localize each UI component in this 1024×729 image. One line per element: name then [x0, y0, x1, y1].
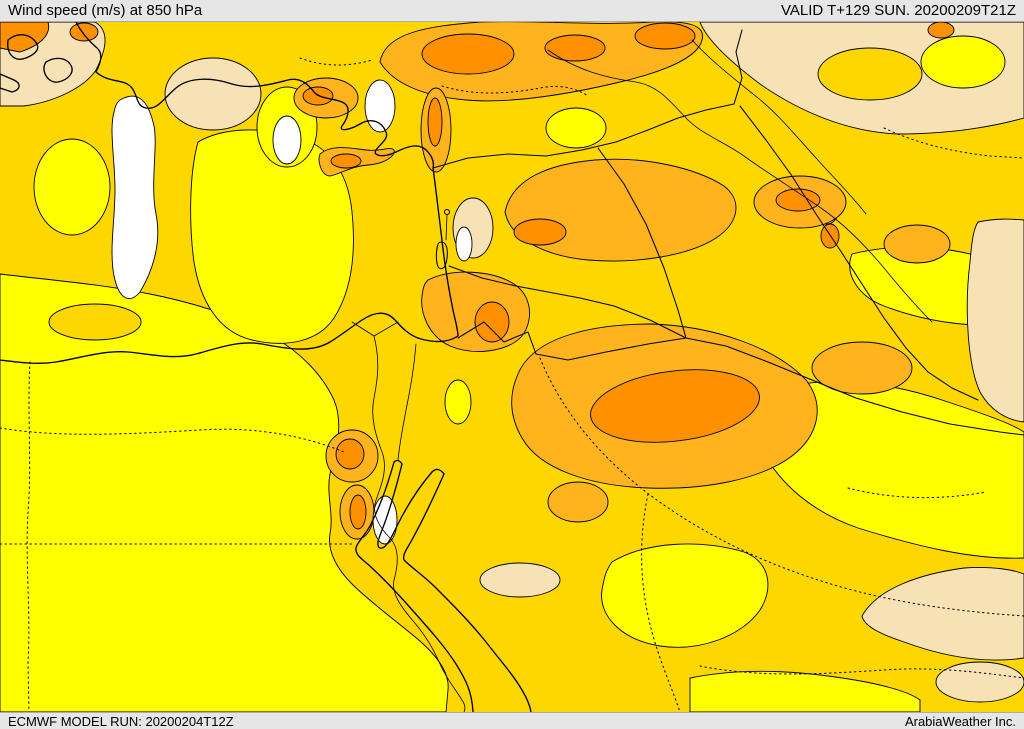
borders-layer: [432, 29, 1024, 436]
border-jordan-syria: [448, 265, 687, 339]
coastline-layer: [0, 22, 532, 712]
contour-fill: [427, 97, 443, 147]
contour-fill: [920, 35, 1006, 89]
border-iraq-saudi: [685, 337, 1024, 436]
red-sea-east-coast: [402, 473, 532, 712]
contour-fill: [474, 301, 510, 343]
border-dotted: [847, 487, 987, 499]
map-title: Wind speed (m/s) at 850 hPa: [8, 2, 203, 19]
contour-fill-saudi-core: [590, 369, 760, 443]
map-area: [0, 22, 1024, 712]
contour-fill: [935, 661, 1024, 703]
contour-fill: [0, 22, 50, 53]
sea-of-galilee: [443, 208, 451, 216]
contour-fill: [545, 107, 607, 149]
contour-fill: [421, 33, 515, 75]
gold-detail-layer: [48, 303, 142, 341]
rivers-layer: [351, 39, 933, 712]
aegean-island: [0, 73, 20, 93]
contour-fill-lebanon-min: [455, 226, 473, 262]
border-dotted: [641, 493, 681, 712]
contour-fill-cyprus-core: [330, 153, 362, 169]
border-dotted: [0, 427, 345, 453]
border-egypt-libya: [26, 361, 31, 712]
contour-fill: [634, 22, 696, 50]
border-turkey-east: [733, 29, 743, 105]
sinai-coast: [377, 463, 433, 549]
footer-bar: ECMWF MODEL RUN: 20200204T12Z ArabiaWeat…: [0, 712, 1024, 729]
valid-time-label: VALID T+129 SUN. 20200209T21Z: [780, 2, 1016, 19]
contour-fill: [927, 22, 955, 39]
contour-fill: [479, 562, 561, 598]
euphrates-river: [547, 49, 933, 323]
gulf-head: [431, 468, 445, 475]
border-dotted: [699, 665, 1024, 679]
contour-fill-anatolia-min: [111, 95, 159, 299]
nile-delta-branch: [373, 321, 399, 337]
contour-fill: [547, 481, 609, 523]
dotted-borders-layer: [0, 57, 1024, 712]
contour-fill: [335, 438, 365, 470]
contour-fill: [601, 543, 769, 648]
contour-fill: [48, 303, 142, 341]
contour-fill: [883, 224, 951, 264]
aegean-island: [43, 57, 73, 83]
contour-fill: [811, 341, 913, 395]
contour-fill: [349, 494, 367, 530]
border-dotted: [441, 85, 589, 97]
contour-fill: [817, 47, 923, 101]
contour-fill-syria: [504, 158, 737, 262]
contour-fill: [69, 22, 99, 42]
border-turkey-syria: [432, 103, 735, 169]
nile-river: [372, 335, 466, 712]
attribution-label: ArabiaWeather Inc.: [904, 713, 1016, 729]
contour-fill: [33, 138, 111, 236]
contour-fill: [513, 218, 567, 246]
red-sea-west-coast: [355, 461, 474, 712]
suez-canal: [397, 343, 417, 461]
border-jordan-saudi: [457, 321, 687, 361]
contour-fill: [775, 188, 821, 212]
contour-fill: [302, 86, 334, 106]
jordan-river: [445, 214, 448, 241]
contour-fill: [272, 115, 302, 165]
contour-fill: [164, 57, 262, 131]
white-fill-layer: [111, 79, 473, 545]
border-syria-iraq: [597, 147, 687, 339]
border-dotted: [883, 127, 1024, 159]
contour-fill-bottom-right: [861, 567, 1024, 661]
contour-fill: [544, 34, 606, 62]
tigris-river: [691, 39, 867, 215]
wind-speed-map: [0, 22, 1024, 712]
contour-fill-delta-min: [364, 79, 396, 133]
gulf-head: [393, 459, 403, 465]
dead-sea: [435, 241, 448, 270]
model-run-label: ECMWF MODEL RUN: 20200204T12Z: [8, 713, 234, 729]
mediterranean-coastline: [0, 22, 459, 364]
contour-fill-sinai: [444, 379, 472, 425]
aegean-island: [7, 34, 39, 60]
header-bar: Wind speed (m/s) at 850 hPa VALID T+129 …: [0, 0, 1024, 22]
contour-fill-right-edge: [966, 218, 1024, 423]
border-iraq-iran: [739, 105, 979, 401]
